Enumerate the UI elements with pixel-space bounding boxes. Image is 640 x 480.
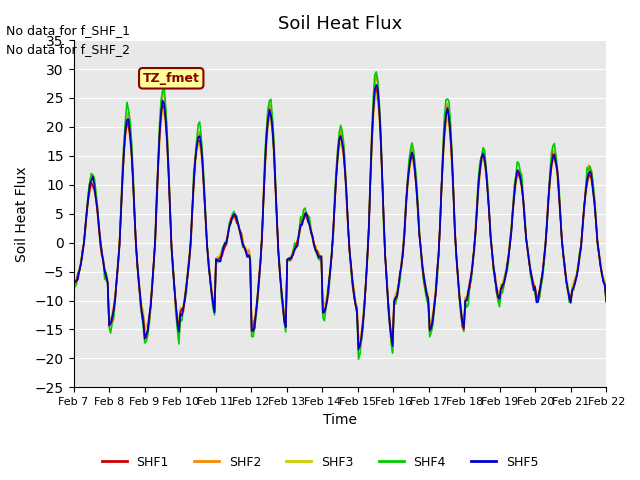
SHF3 (135, 275, 143, 280)
SHF2 (372, 71, 380, 77)
SHF2 (576, 250, 584, 256)
SHF1 (255, 273, 263, 279)
SHF3 (602, 292, 610, 298)
SHF3 (246, 255, 254, 261)
SHF2 (388, 349, 396, 355)
SHF2 (303, 214, 310, 219)
SHF5 (135, 279, 143, 285)
SHF3 (255, 274, 263, 279)
SHF5 (372, 82, 380, 88)
Line: SHF4: SHF4 (74, 72, 606, 359)
SHF4 (70, 284, 77, 289)
SHF4 (255, 279, 263, 285)
Y-axis label: Soil Heat Flux: Soil Heat Flux (15, 166, 29, 262)
SHF3 (355, 338, 362, 344)
SHF5 (70, 279, 77, 285)
SHF2 (255, 280, 263, 286)
Text: TZ_fmet: TZ_fmet (143, 72, 200, 85)
SHF1 (602, 299, 610, 304)
Title: Soil Heat Flux: Soil Heat Flux (278, 15, 402, 33)
SHF1 (576, 253, 584, 259)
SHF2 (602, 298, 610, 304)
SHF4 (602, 300, 610, 305)
SHF1 (70, 279, 77, 285)
SHF5 (355, 347, 362, 353)
SHF3 (372, 89, 380, 95)
SHF4 (135, 277, 143, 283)
Text: No data for f_SHF_2: No data for f_SHF_2 (6, 43, 131, 56)
SHF5 (255, 278, 263, 284)
SHF4 (355, 356, 362, 362)
SHF3 (303, 215, 310, 220)
SHF1 (303, 214, 310, 219)
SHF1 (228, 215, 236, 221)
SHF4 (372, 69, 380, 75)
SHF4 (246, 253, 254, 259)
SHF2 (246, 253, 254, 259)
SHF5 (228, 214, 236, 220)
SHF5 (303, 210, 310, 216)
Line: SHF5: SHF5 (74, 85, 606, 350)
SHF3 (70, 277, 77, 283)
Line: SHF3: SHF3 (74, 92, 606, 341)
SHF1 (135, 282, 143, 288)
Legend: SHF1, SHF2, SHF3, SHF4, SHF5: SHF1, SHF2, SHF3, SHF4, SHF5 (97, 451, 543, 474)
SHF5 (246, 257, 254, 263)
Text: No data for f_SHF_1: No data for f_SHF_1 (6, 24, 131, 37)
SHF2 (135, 280, 143, 286)
SHF4 (228, 213, 236, 218)
SHF4 (303, 213, 310, 218)
SHF1 (355, 344, 362, 349)
SHF4 (576, 251, 584, 256)
SHF5 (576, 253, 584, 259)
SHF3 (228, 217, 236, 223)
SHF5 (602, 298, 610, 304)
SHF2 (228, 211, 236, 216)
X-axis label: Time: Time (323, 413, 357, 427)
SHF1 (372, 86, 380, 92)
SHF1 (246, 255, 254, 261)
SHF2 (70, 279, 77, 285)
Line: SHF1: SHF1 (74, 89, 606, 347)
SHF3 (576, 257, 584, 263)
Line: SHF2: SHF2 (74, 74, 606, 352)
